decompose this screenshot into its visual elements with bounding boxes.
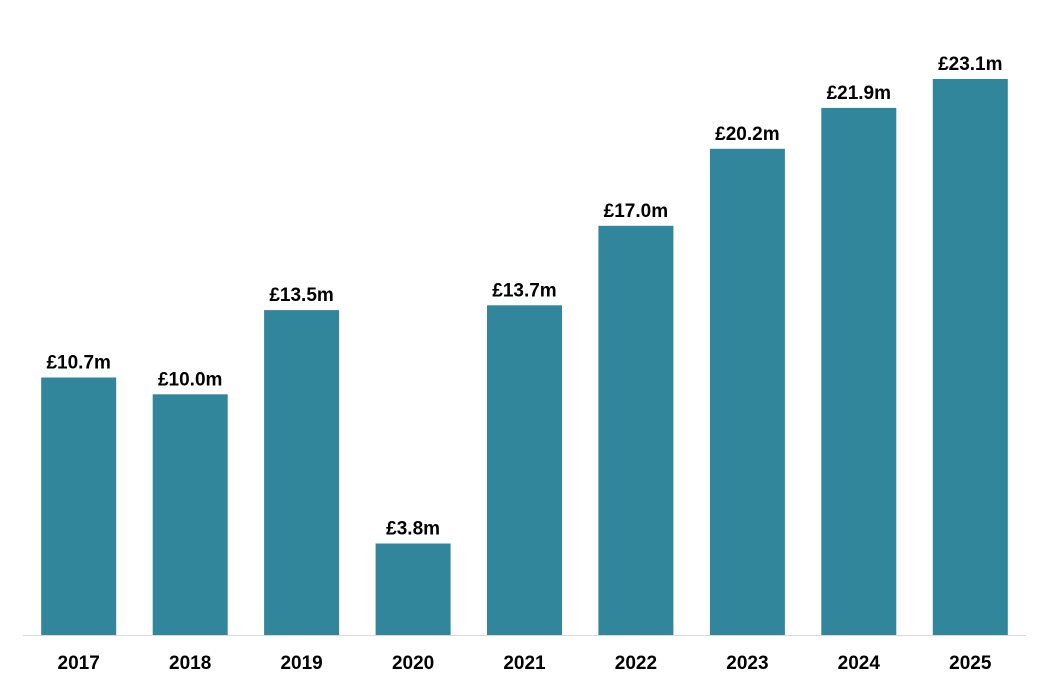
x-tick-labels-group: 2017 2018 2019 2020 2021 2022 2023 2024 2025 xyxy=(58,653,992,674)
x-tick-label-2022: 2022 xyxy=(615,653,657,674)
bar-2025 xyxy=(932,79,1008,635)
value-label-2019: £13.5m xyxy=(269,285,333,306)
bar-2018 xyxy=(152,394,228,635)
bar-2017 xyxy=(41,377,117,635)
x-tick-label-2020: 2020 xyxy=(392,653,434,674)
value-label-2023: £20.2m xyxy=(715,124,779,145)
value-label-2025: £23.1m xyxy=(938,54,1002,75)
bars-group xyxy=(41,79,1008,636)
value-labels-group: £10.7m £10.0m £13.5m £3.8m £13.7m £17.0m £20.2… xyxy=(46,54,1002,540)
bar-2023 xyxy=(709,148,785,636)
x-tick-label-2025: 2025 xyxy=(949,653,992,674)
value-label-2024: £21.9m xyxy=(827,83,891,104)
bar-2019 xyxy=(264,310,340,635)
x-tick-label-2024: 2024 xyxy=(838,653,881,674)
value-label-2017: £10.7m xyxy=(46,353,110,374)
value-label-2022: £17.0m xyxy=(604,201,668,222)
x-tick-label-2019: 2019 xyxy=(280,653,322,674)
value-label-2021: £13.7m xyxy=(492,280,556,301)
value-label-2020: £3.8m xyxy=(386,519,440,540)
bar-2024 xyxy=(821,107,897,635)
x-tick-label-2023: 2023 xyxy=(726,653,768,674)
bar-2020 xyxy=(375,543,451,635)
bar-2022 xyxy=(598,225,674,636)
x-tick-label-2021: 2021 xyxy=(503,653,546,674)
x-tick-label-2018: 2018 xyxy=(169,653,211,674)
x-tick-label-2017: 2017 xyxy=(58,653,100,674)
value-label-2018: £10.0m xyxy=(158,369,222,390)
bar-2021 xyxy=(487,305,562,635)
